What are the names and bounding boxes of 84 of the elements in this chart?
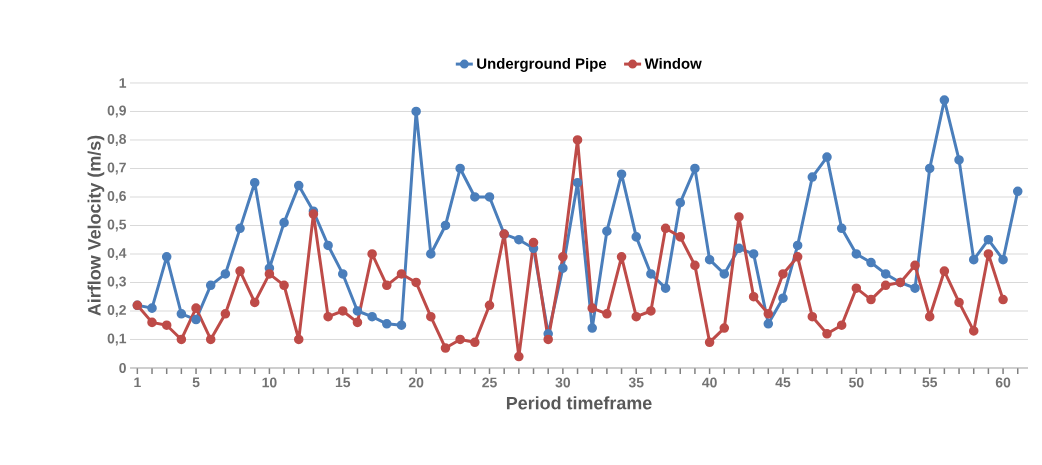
- point: [602, 309, 612, 319]
- x-tick-label: 5: [192, 377, 200, 388]
- x-tick-label: 45: [775, 377, 791, 388]
- point: [704, 337, 715, 348]
- point: [851, 283, 862, 293]
- point: [910, 260, 920, 271]
- point: [176, 334, 187, 345]
- point: [411, 277, 421, 288]
- point: [470, 337, 480, 348]
- point: [734, 212, 744, 222]
- point: [836, 320, 847, 331]
- point: [205, 334, 216, 345]
- point: [528, 237, 539, 248]
- legend-label: Window: [644, 57, 702, 69]
- x-tick-label: 15: [335, 377, 351, 388]
- point: [191, 303, 201, 313]
- point: [660, 223, 671, 234]
- point: [484, 300, 495, 311]
- point: [822, 329, 832, 339]
- x-axis-title: Period timeframe: [506, 396, 652, 410]
- point: [279, 280, 289, 291]
- y-tick-label: 0,3: [107, 276, 126, 289]
- point: [954, 297, 964, 308]
- y-tick-label: 0,5: [107, 219, 127, 232]
- point: [543, 334, 553, 345]
- point: [367, 249, 377, 259]
- x-tick-label: 55: [922, 377, 938, 388]
- point: [220, 309, 231, 319]
- point: [235, 266, 245, 276]
- x-tick-label: 25: [482, 377, 497, 388]
- point: [792, 252, 803, 262]
- point: [396, 269, 407, 279]
- y-tick-label: 0,1: [107, 333, 127, 346]
- point: [249, 297, 260, 308]
- point: [646, 306, 656, 316]
- point: [719, 323, 730, 333]
- y-tick-label: 0,4: [107, 248, 127, 260]
- y-tick-label: 0,7: [107, 162, 126, 175]
- x-tick-label: 30: [555, 377, 571, 388]
- point: [455, 334, 465, 345]
- x-tick-label: 1: [134, 377, 141, 388]
- point: [558, 252, 568, 262]
- point: [337, 306, 348, 316]
- x-tick-label: 50: [849, 377, 864, 388]
- y-tick-label: 0: [119, 363, 126, 373]
- y-tick-label: 0,6: [107, 191, 126, 203]
- x-tick-label: 40: [702, 377, 717, 388]
- point: [264, 269, 275, 279]
- point: [807, 311, 818, 322]
- point: [748, 291, 759, 302]
- point: [968, 326, 979, 336]
- point: [426, 311, 436, 322]
- point: [323, 311, 333, 322]
- point: [161, 320, 172, 331]
- point: [147, 317, 157, 328]
- point: [293, 334, 304, 345]
- point: [778, 269, 788, 279]
- point: [440, 343, 451, 353]
- x-tick-label: 20: [408, 377, 424, 388]
- y-tick-label: 1: [119, 78, 127, 88]
- point: [924, 311, 935, 322]
- point: [352, 317, 363, 328]
- y-axis-title: Airflow Velocity (m/s): [87, 135, 105, 316]
- point: [631, 311, 642, 322]
- point: [866, 294, 876, 305]
- point: [514, 351, 524, 362]
- point: [763, 309, 774, 319]
- point: [939, 266, 950, 276]
- point: [983, 249, 994, 259]
- point: [675, 232, 686, 242]
- x-tick-label: 35: [628, 377, 644, 388]
- point: [572, 135, 583, 145]
- point: [998, 294, 1008, 305]
- point: [382, 280, 392, 291]
- legend-label: Underground Pipe: [477, 57, 607, 72]
- x-tick-label: 60: [995, 377, 1011, 388]
- point: [690, 260, 700, 271]
- point: [880, 280, 891, 291]
- point: [587, 303, 597, 313]
- y-tick-label: 0,8: [107, 134, 127, 146]
- point: [616, 252, 627, 262]
- x-tick-label: 10: [262, 377, 277, 388]
- y-tick-label: 0,2: [107, 305, 126, 317]
- y-tick-label: 0,9: [107, 105, 126, 118]
